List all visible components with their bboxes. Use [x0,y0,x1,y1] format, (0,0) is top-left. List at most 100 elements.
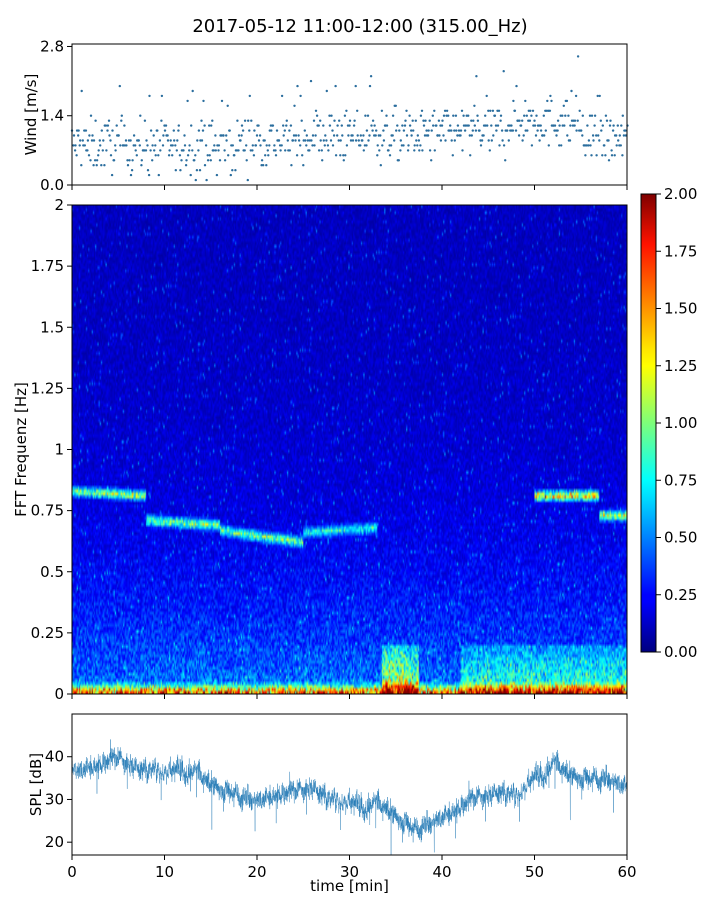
wind-point [616,124,619,127]
wind-data-layer [70,55,629,182]
wind-point [454,114,458,117]
wind-point [179,169,182,172]
wind-point [322,124,325,127]
wind-point [525,114,528,117]
wind-point [186,154,190,157]
wind-point [194,178,197,182]
wind-point [306,139,310,142]
wind-point [297,139,301,142]
wind-point [436,134,439,137]
colorbar-tick-label: 0.00 [664,643,697,661]
figure-title: 2017-05-12 11:00-12:00 (315.00_Hz) [192,16,527,37]
wind-point [338,119,341,122]
wind-point [118,84,122,88]
wind-point [473,124,476,127]
wind-point [433,109,436,113]
wind-point [502,70,505,73]
wind-point [382,139,386,142]
wind-x-ticks [71,185,628,190]
wind-point [615,134,618,137]
wind-point [175,149,178,152]
wind-point [408,114,411,117]
wind-point [160,119,163,122]
wind-point [111,129,114,132]
wind-point [144,149,148,152]
wind-point [556,129,559,132]
wind-point [119,144,122,147]
wind-point [507,139,510,142]
wind-point [330,114,333,117]
wind-point [138,144,141,147]
wind-point [393,139,396,142]
wind-point [359,134,362,137]
wind-point [611,129,615,132]
wind-point [301,154,304,157]
wind-point [612,124,615,127]
colorbar-tick-label: 1.00 [664,414,697,432]
wind-point [268,144,271,147]
wind-point [214,149,217,152]
wind-point [89,114,93,117]
wind-point [331,144,335,147]
wind-point [140,164,143,167]
wind-point [576,55,580,58]
colorbar-gradient [640,193,657,653]
wind-point [452,114,455,117]
spl-x-tick-label: 30 [340,863,359,881]
wind-point [598,94,601,98]
wind-point [437,119,441,122]
wind-point [511,129,515,132]
wind-point [188,144,191,147]
wind-point [431,114,434,117]
spectrogram-x-ticks [71,694,628,699]
wind-point [171,144,174,147]
wind-point [345,109,348,113]
wind-point [238,139,242,142]
wind-y-tick-label: 1.4 [40,107,64,125]
wind-point [482,134,485,137]
wind-point [499,119,502,122]
wind-point [253,129,256,132]
wind-point [135,154,138,157]
wind-point [211,119,214,122]
spl-x-tick-label: 50 [525,863,544,881]
wind-point [124,139,128,142]
wind-point [496,124,500,127]
wind-point [83,144,87,147]
wind-point [72,144,75,147]
wind-point [314,109,318,113]
wind-point [543,134,546,137]
wind-point [282,124,285,127]
wind-point [279,149,282,152]
wind-point [88,134,91,137]
spl-y-tick-label: 30 [45,790,64,808]
wind-point [320,149,323,152]
wind-point [567,114,570,117]
wind-y-axis-label: Wind [m/s] [22,74,40,156]
wind-point [325,139,328,142]
wind-point [258,134,262,137]
wind-point [243,119,247,122]
wind-point [226,104,229,108]
wind-point [470,134,473,137]
wind-point [536,129,539,132]
wind-point [270,129,273,132]
wind-point [578,109,581,113]
wind-point [544,129,547,132]
wind-point [206,159,210,162]
wind-point [196,139,199,142]
wind-point [215,173,219,177]
wind-point [562,104,565,108]
wind-point [132,134,136,137]
wind-point [208,124,211,127]
wind-point [501,139,504,142]
wind-point [192,159,195,162]
wind-point [522,134,525,137]
wind-point [155,129,158,132]
wind-point [589,144,592,147]
wind-point [500,129,504,132]
wind-point [597,134,600,137]
wind-point [218,159,222,162]
wind-point [460,109,464,113]
wind-y-tick-label: 2.8 [40,37,64,55]
